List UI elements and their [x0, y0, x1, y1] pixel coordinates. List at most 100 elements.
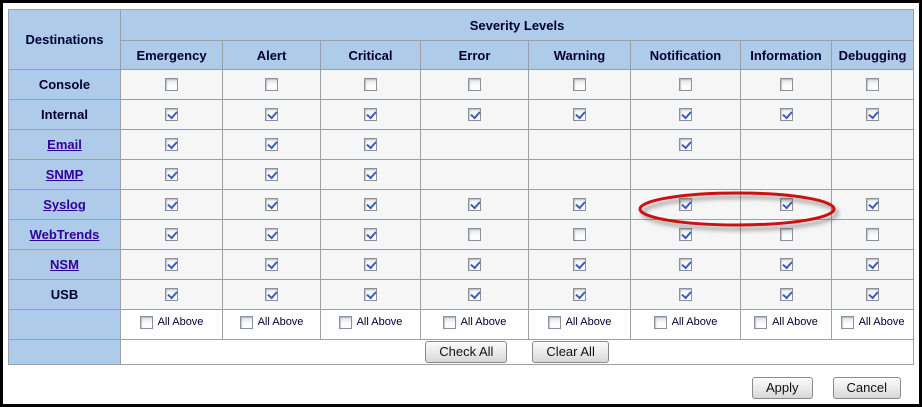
all-above-row: All Above All Above All Above All Above All …: [8, 309, 915, 340]
severity-checkbox-syslog-emergency[interactable]: [165, 197, 178, 211]
severity-checkbox-syslog-debugging[interactable]: [866, 197, 880, 211]
severity-checkbox-email-alert[interactable]: [265, 137, 278, 151]
severity-cell: [120, 279, 223, 310]
all-above-label: All Above: [460, 316, 507, 328]
severity-checkbox-nsm-emergency[interactable]: [165, 257, 178, 271]
severity-checkbox-usb-emergency[interactable]: [165, 287, 178, 301]
severity-checkbox-usb-notification[interactable]: [679, 287, 692, 301]
destination-link-nsm[interactable]: NSM: [50, 257, 79, 272]
cancel-button[interactable]: Cancel: [832, 377, 901, 399]
destination-link-snmp[interactable]: SNMP: [45, 167, 84, 182]
severity-cell: [120, 159, 223, 190]
severity-checkbox-nsm-warning[interactable]: [573, 257, 586, 271]
severity-checkbox-webtrends-error[interactable]: [468, 227, 481, 241]
severity-cell: [740, 219, 832, 250]
severity-checkbox-syslog-critical[interactable]: [364, 197, 377, 211]
severity-cell: [320, 99, 421, 130]
all-above-checkbox-critical[interactable]: [338, 315, 352, 329]
destination-link-webtrends[interactable]: WebTrends: [29, 227, 100, 242]
severity-checkbox-snmp-alert[interactable]: [265, 167, 278, 181]
severity-checkbox-console-critical[interactable]: [364, 77, 377, 91]
severity-cell: [222, 249, 321, 280]
severity-checkbox-snmp-emergency[interactable]: [165, 167, 178, 181]
all-above-checkbox-error[interactable]: [442, 315, 456, 329]
severity-checkbox-email-emergency[interactable]: [165, 137, 178, 151]
check-all-button[interactable]: Check All: [425, 341, 508, 363]
severity-checkbox-internal-notification[interactable]: [679, 107, 692, 121]
severity-checkbox-usb-warning[interactable]: [573, 287, 586, 301]
severity-cell: [320, 189, 421, 220]
destination-link-email[interactable]: Email: [47, 137, 82, 152]
severity-checkbox-email-critical[interactable]: [364, 137, 377, 151]
destination-label-cell: WebTrends: [8, 219, 121, 250]
destination-label-usb: USB: [50, 287, 79, 302]
severity-checkbox-console-error[interactable]: [468, 77, 481, 91]
destination-label-cell: SNMP: [8, 159, 121, 190]
all-above-checkbox-information[interactable]: [754, 315, 768, 329]
severity-checkbox-syslog-warning[interactable]: [573, 197, 586, 211]
severity-checkbox-console-warning[interactable]: [573, 77, 586, 91]
clear-all-button[interactable]: Clear All: [532, 341, 609, 363]
all-above-group: All Above: [442, 315, 507, 329]
all-above-label: All Above: [858, 316, 905, 328]
severity-checkbox-nsm-notification[interactable]: [679, 257, 692, 271]
all-above-label: All Above: [356, 316, 403, 328]
severity-cell: [222, 159, 321, 190]
severity-checkbox-nsm-debugging[interactable]: [866, 257, 880, 271]
severity-checkbox-console-emergency[interactable]: [165, 77, 178, 91]
severity-column-header-critical: Critical: [320, 40, 421, 70]
severity-checkbox-webtrends-notification[interactable]: [679, 227, 692, 241]
severity-checkbox-syslog-alert[interactable]: [265, 197, 278, 211]
table-row: Syslog: [8, 189, 915, 220]
severity-checkbox-nsm-alert[interactable]: [265, 257, 278, 271]
severity-checkbox-console-debugging[interactable]: [866, 77, 880, 91]
severity-checkbox-webtrends-alert[interactable]: [265, 227, 278, 241]
all-above-checkbox-notification[interactable]: [653, 315, 667, 329]
all-above-label: All Above: [772, 316, 818, 328]
severity-cell: [120, 189, 223, 220]
severity-checkbox-console-information[interactable]: [779, 77, 793, 91]
severity-cell: [120, 249, 223, 280]
apply-button[interactable]: Apply: [752, 377, 813, 399]
severity-checkbox-syslog-error[interactable]: [468, 197, 481, 211]
destination-label-cell: Internal: [8, 99, 121, 130]
severity-cell: [420, 69, 529, 100]
severity-checkbox-webtrends-emergency[interactable]: [165, 227, 178, 241]
severity-checkbox-syslog-information[interactable]: [779, 197, 793, 211]
severity-checkbox-nsm-critical[interactable]: [364, 257, 377, 271]
severity-checkbox-internal-warning[interactable]: [573, 107, 586, 121]
severity-cell: [528, 69, 631, 100]
severity-cell: [630, 249, 741, 280]
severity-checkbox-internal-emergency[interactable]: [165, 107, 178, 121]
severity-cell: [528, 219, 631, 250]
severity-checkbox-internal-debugging[interactable]: [866, 107, 880, 121]
severity-checkbox-webtrends-debugging[interactable]: [866, 227, 880, 241]
severity-checkbox-webtrends-critical[interactable]: [364, 227, 377, 241]
severity-checkbox-internal-error[interactable]: [468, 107, 481, 121]
severity-checkbox-usb-error[interactable]: [468, 287, 481, 301]
all-above-checkbox-debugging[interactable]: [840, 315, 854, 329]
destination-link-syslog[interactable]: Syslog: [43, 197, 86, 212]
severity-checkbox-usb-critical[interactable]: [364, 287, 377, 301]
severity-checkbox-internal-information[interactable]: [779, 107, 793, 121]
all-above-label: All Above: [257, 316, 304, 328]
all-above-group: All Above: [239, 315, 304, 329]
severity-checkbox-snmp-critical[interactable]: [364, 167, 377, 181]
severity-checkbox-usb-information[interactable]: [779, 287, 793, 301]
severity-checkbox-syslog-notification[interactable]: [679, 197, 692, 211]
severity-checkbox-internal-alert[interactable]: [265, 107, 278, 121]
severity-checkbox-console-notification[interactable]: [679, 77, 692, 91]
severity-checkbox-usb-alert[interactable]: [265, 287, 278, 301]
severity-checkbox-nsm-error[interactable]: [468, 257, 481, 271]
severity-checkbox-email-notification[interactable]: [679, 137, 692, 151]
severity-checkbox-webtrends-information[interactable]: [779, 227, 793, 241]
severity-checkbox-console-alert[interactable]: [265, 77, 278, 91]
all-above-checkbox-warning[interactable]: [547, 315, 561, 329]
severity-checkbox-nsm-information[interactable]: [779, 257, 793, 271]
all-above-checkbox-emergency[interactable]: [139, 315, 153, 329]
severity-checkbox-usb-debugging[interactable]: [866, 287, 880, 301]
severity-checkbox-webtrends-warning[interactable]: [573, 227, 586, 241]
destination-label-cell: Email: [8, 129, 121, 160]
all-above-checkbox-alert[interactable]: [239, 315, 253, 329]
severity-checkbox-internal-critical[interactable]: [364, 107, 377, 121]
